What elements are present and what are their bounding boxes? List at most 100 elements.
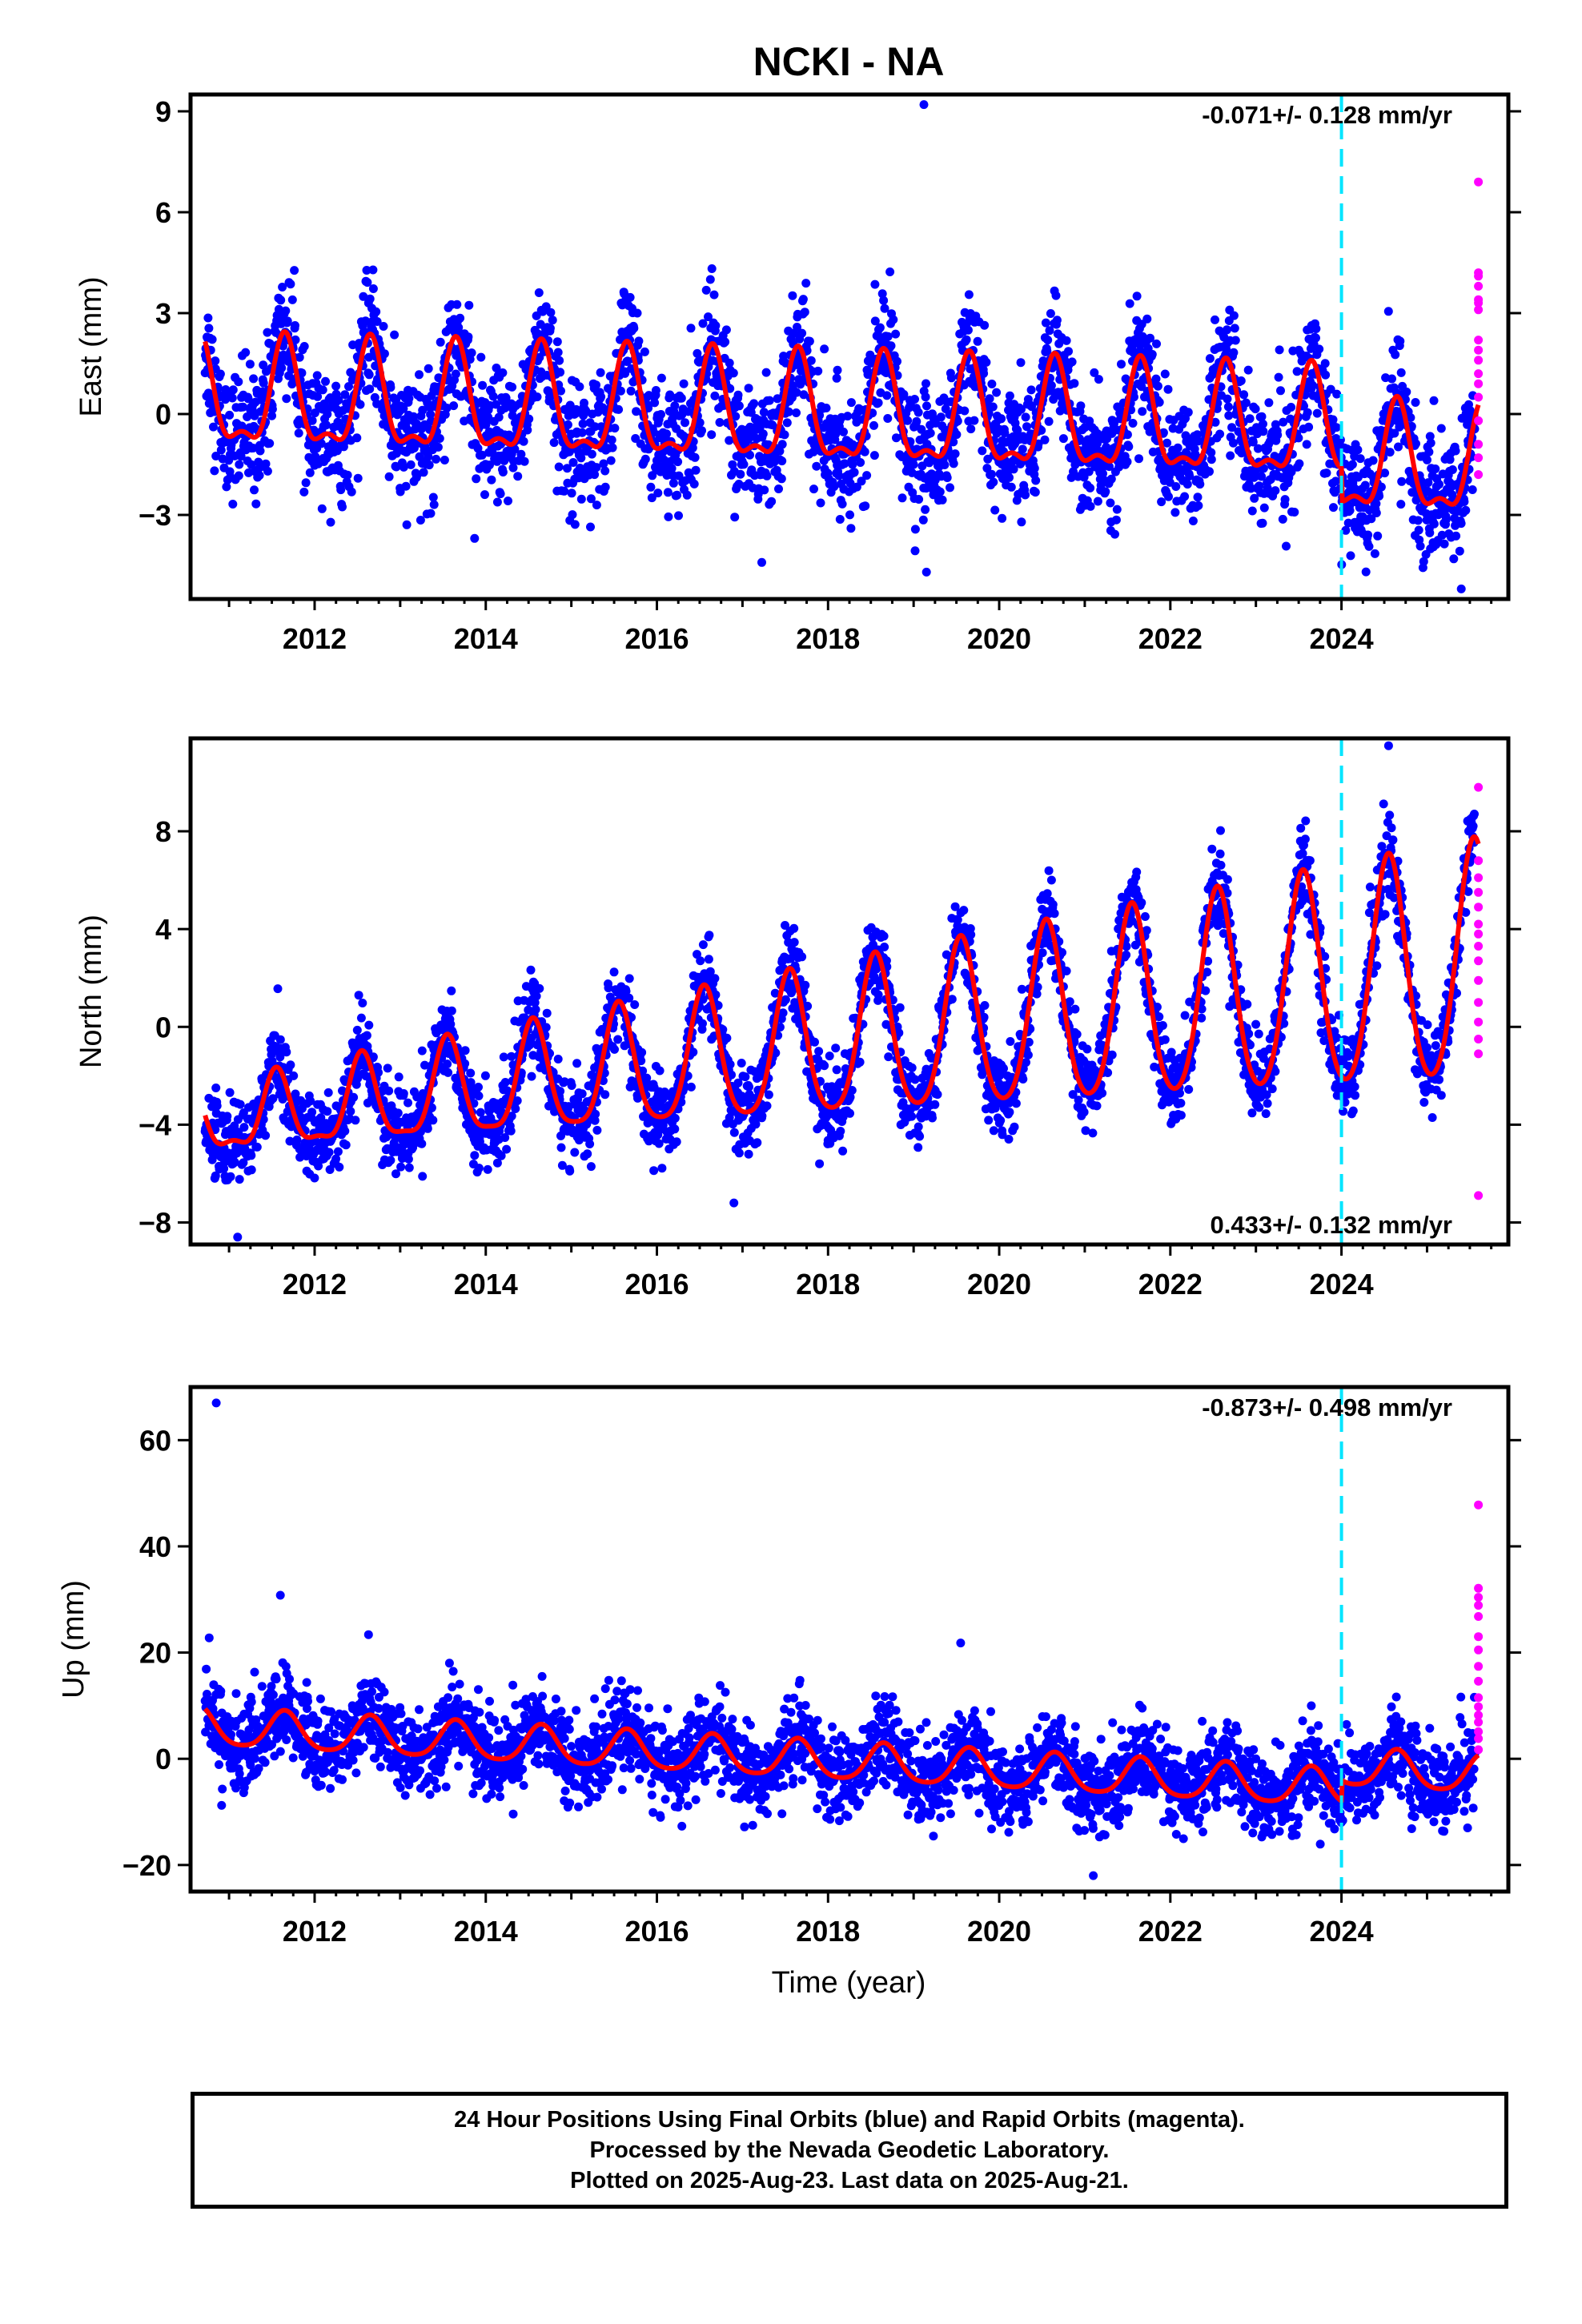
final-orbit-point: [1041, 318, 1050, 328]
final-orbit-point: [693, 348, 702, 358]
final-orbit-point: [936, 412, 946, 422]
final-orbit-point: [856, 458, 865, 467]
final-orbit-point: [1341, 525, 1351, 535]
final-orbit-point: [674, 511, 683, 521]
final-orbit-point: [921, 379, 930, 388]
final-orbit-point: [211, 452, 221, 460]
final-orbit-point: [889, 315, 898, 324]
final-orbit-point: [364, 370, 374, 380]
final-orbit-point: [456, 313, 465, 323]
final-orbit-point: [664, 512, 673, 521]
final-orbit-point: [950, 449, 960, 459]
final-orbit-point: [725, 436, 734, 445]
final-orbit-point: [608, 443, 617, 452]
final-orbit-point: [273, 984, 283, 994]
final-orbit-point: [832, 373, 841, 383]
final-orbit-point: [415, 452, 424, 461]
final-orbit-point: [211, 1084, 221, 1092]
final-orbit-point: [1387, 374, 1396, 384]
final-orbit-point: [243, 412, 252, 421]
final-orbit-point: [1122, 430, 1132, 440]
final-orbit-point: [780, 430, 789, 440]
final-orbit-point: [372, 317, 382, 326]
final-orbit-point: [1122, 457, 1132, 467]
final-orbit-point: [910, 395, 919, 404]
final-orbit-point: [565, 1166, 575, 1176]
final-orbit-point: [813, 366, 823, 376]
final-orbit-point: [798, 295, 808, 304]
final-orbit-point: [1106, 474, 1116, 484]
final-orbit-point: [591, 1109, 600, 1119]
final-orbit-point: [352, 433, 362, 443]
final-orbit-point: [1193, 430, 1202, 440]
final-orbit-point: [715, 418, 725, 427]
final-orbit-point: [321, 420, 331, 430]
final-orbit-point: [1370, 549, 1379, 558]
final-orbit-point: [508, 382, 517, 392]
final-orbit-point: [935, 487, 945, 497]
final-orbit-point: [1062, 336, 1071, 345]
final-orbit-point: [1419, 557, 1428, 566]
final-orbit-point: [359, 292, 368, 301]
final-orbit-point: [988, 402, 998, 412]
final-orbit-point: [1311, 333, 1320, 343]
final-orbit-point: [741, 1072, 750, 1082]
final-orbit-point: [670, 401, 680, 411]
final-orbit-point: [371, 307, 381, 316]
final-orbit-point: [834, 471, 844, 480]
final-orbit-point: [737, 1059, 746, 1068]
final-orbit-point: [835, 515, 845, 524]
final-orbit-point: [809, 485, 818, 494]
final-orbit-point: [511, 1104, 520, 1113]
final-orbit-point: [526, 965, 536, 975]
final-orbit-point: [524, 414, 534, 424]
final-orbit-point: [698, 940, 708, 950]
final-orbit-point: [893, 356, 901, 366]
final-orbit-point: [383, 1063, 392, 1073]
final-orbit-point: [1110, 418, 1119, 428]
x-tick-label: 2024: [1310, 622, 1374, 655]
final-orbit-point: [444, 1068, 453, 1077]
final-orbit-point: [882, 391, 892, 400]
final-orbit-point: [363, 278, 372, 287]
final-orbit-point: [507, 1051, 516, 1061]
final-orbit-point: [333, 1147, 343, 1156]
final-orbit-point: [1224, 411, 1234, 420]
final-orbit-point: [386, 1156, 396, 1165]
final-orbit-point: [307, 1108, 317, 1117]
final-orbit-point: [404, 1154, 413, 1164]
final-orbit-point: [711, 321, 721, 331]
final-orbit-point: [267, 411, 276, 420]
final-orbit-point: [590, 422, 600, 432]
final-orbit-point: [1129, 392, 1138, 402]
rapid-orbit-point: [1474, 298, 1484, 308]
final-orbit-point: [281, 306, 291, 316]
final-orbit-point: [875, 323, 885, 332]
final-orbit-point: [860, 447, 869, 456]
x-tick-label: 2022: [1138, 622, 1203, 655]
final-orbit-point: [583, 1149, 592, 1159]
final-orbit-point: [1426, 438, 1435, 448]
final-orbit-point: [568, 510, 577, 520]
final-orbit-point: [255, 471, 264, 480]
final-orbit-point: [949, 459, 958, 468]
final-orbit-point: [698, 1019, 707, 1028]
final-orbit-point: [649, 1166, 659, 1176]
final-orbit-point: [919, 100, 929, 110]
final-orbit-point: [607, 435, 616, 444]
final-orbit-point: [1321, 370, 1331, 380]
final-orbit-point: [338, 502, 347, 512]
final-orbit-point: [379, 322, 388, 331]
final-orbit-point: [913, 408, 923, 417]
final-orbit-point: [1329, 503, 1338, 513]
final-orbit-point: [1411, 398, 1420, 407]
final-orbit-point: [553, 348, 563, 357]
final-orbit-point: [452, 300, 462, 309]
final-orbit-point: [1385, 448, 1395, 457]
final-orbit-point: [1245, 414, 1255, 424]
final-orbit-point: [282, 394, 291, 404]
final-orbit-point: [512, 1096, 522, 1105]
final-orbit-point: [1460, 497, 1469, 506]
final-orbit-point: [624, 974, 634, 983]
final-orbit-point: [1211, 315, 1219, 324]
